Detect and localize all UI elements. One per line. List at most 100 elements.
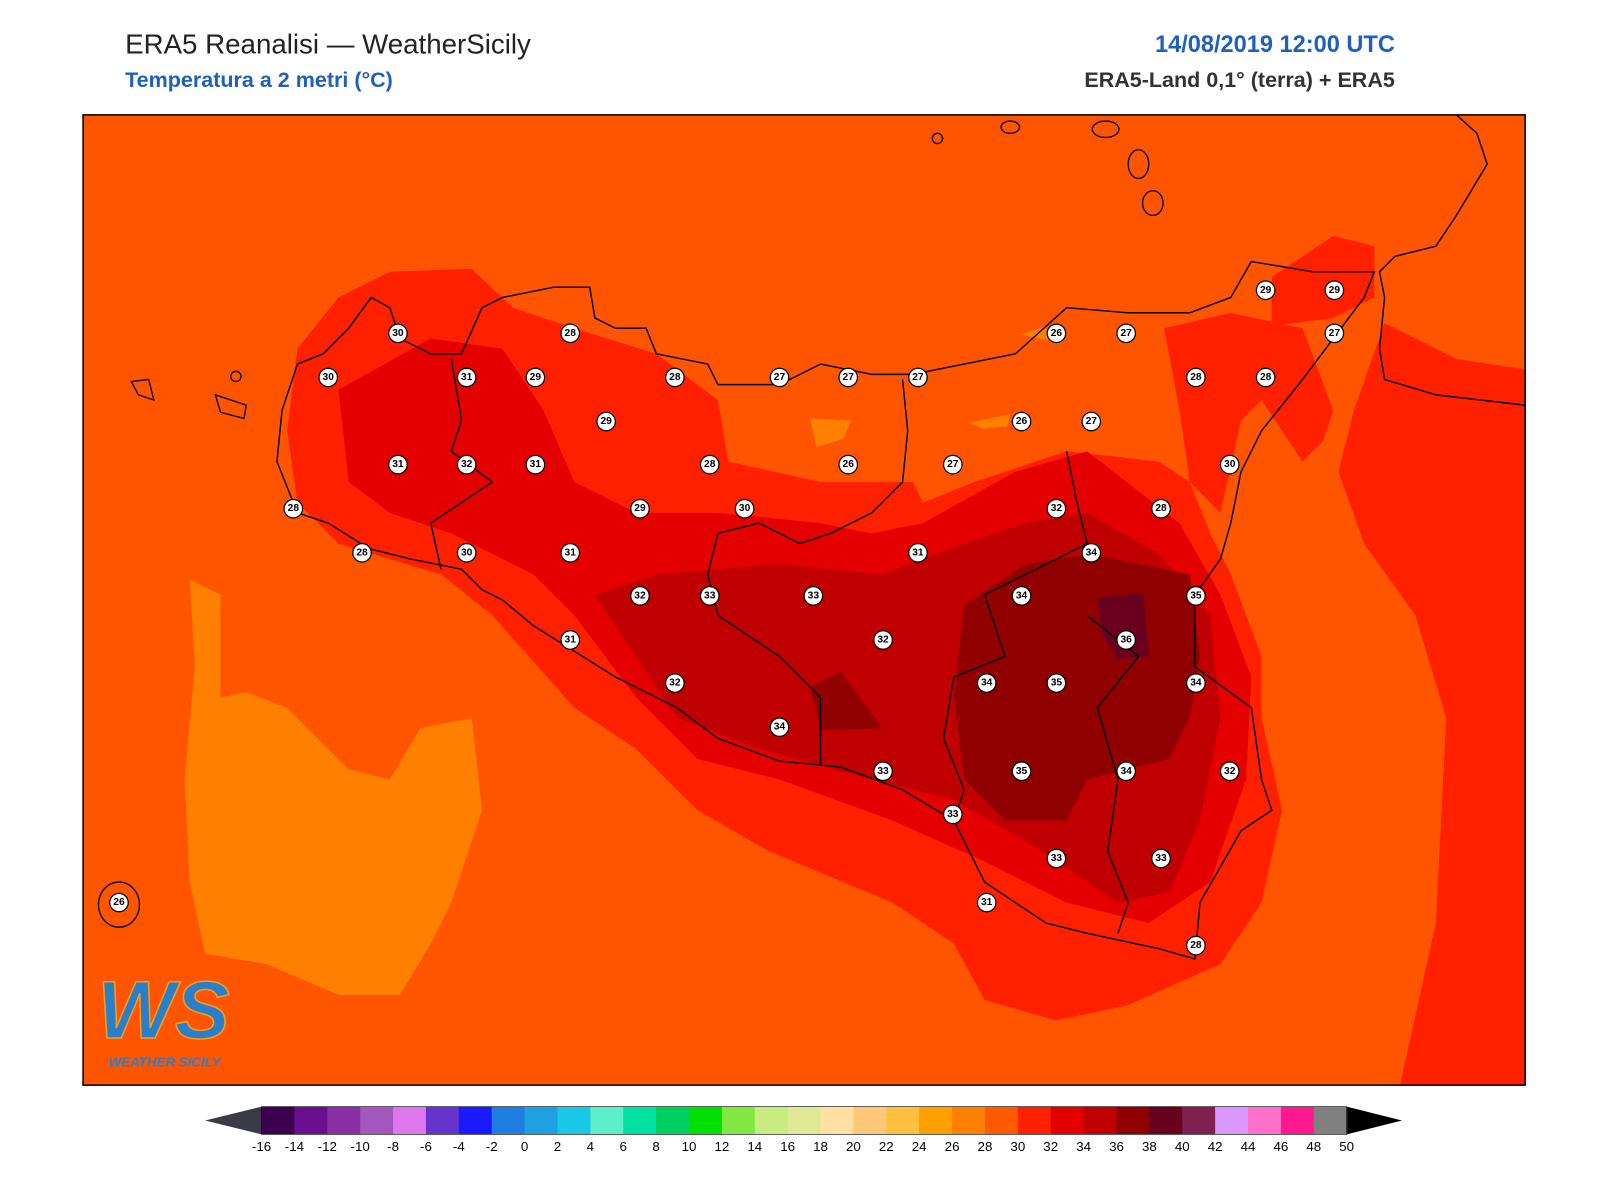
- colorbar-tick-label: 4: [587, 1139, 595, 1154]
- station-value: 30: [739, 503, 751, 514]
- station-value: 33: [1051, 853, 1063, 864]
- colorbar-tick-label: -4: [453, 1139, 465, 1154]
- station-value: 28: [669, 372, 681, 383]
- station-marker: [1046, 323, 1067, 344]
- station-marker: [769, 367, 790, 388]
- province-border: [1086, 614, 1140, 934]
- station-marker: [1011, 761, 1032, 782]
- station-value: 28: [565, 328, 577, 339]
- station-value: 28: [288, 503, 300, 514]
- station-marker: [560, 542, 581, 563]
- station-marker: [1151, 848, 1171, 869]
- station-value: 27: [1086, 416, 1098, 427]
- colorbar-tick-label: 6: [620, 1139, 627, 1154]
- colorbar-band: [261, 1106, 295, 1135]
- colorbar-band: [787, 1106, 822, 1135]
- colorbar-under: [205, 1106, 262, 1135]
- station-value: 28: [1155, 503, 1167, 514]
- title: ERA5 Reanalisi — WeatherSicily: [125, 29, 531, 60]
- station-value: 33: [877, 766, 889, 777]
- colorbar-tick-label: -12: [318, 1139, 337, 1154]
- station-value: 30: [323, 372, 335, 383]
- colorbar-tick-label: 42: [1208, 1139, 1223, 1154]
- station-value: 35: [1051, 678, 1063, 689]
- station-marker: [1116, 323, 1136, 344]
- station-value: 27: [774, 372, 786, 383]
- colorbar-tick-label: 22: [879, 1139, 894, 1154]
- island: [1127, 149, 1150, 180]
- station-marker: [1186, 935, 1206, 956]
- colorbar-band: [1149, 1106, 1183, 1135]
- station-value: 32: [1224, 766, 1236, 777]
- station-value: 28: [704, 459, 716, 470]
- station-marker: [560, 323, 581, 344]
- station-value: 29: [530, 372, 542, 383]
- station-value: 35: [1190, 590, 1202, 601]
- colorbar-tick-label: -8: [387, 1139, 399, 1154]
- station-marker: [525, 454, 546, 475]
- logo: WS WEATHER SICILY: [97, 964, 231, 1070]
- station-value: 29: [1329, 285, 1341, 296]
- station-marker: [873, 761, 893, 782]
- station-marker: [908, 367, 928, 388]
- colorbar-tick-label: 50: [1339, 1139, 1354, 1154]
- station-value: 34: [1190, 678, 1202, 689]
- subtitle: Temperatura a 2 metri (°C): [125, 68, 393, 92]
- colorbar-tick-label: 44: [1241, 1139, 1256, 1154]
- colorbar-tick-label: -14: [285, 1139, 305, 1154]
- station-marker: [1255, 367, 1276, 388]
- station-marker: [630, 586, 650, 606]
- station-value: 26: [843, 459, 855, 470]
- island: [1141, 190, 1164, 217]
- colorbar-tick-label: 18: [813, 1139, 828, 1154]
- station-marker: [665, 367, 685, 388]
- colorbar-band: [1182, 1106, 1216, 1135]
- colorbar-band: [853, 1106, 887, 1135]
- station-marker: [803, 586, 824, 606]
- colorbar-band: [491, 1106, 526, 1135]
- station-marker: [352, 542, 372, 563]
- station-marker: [1011, 411, 1032, 432]
- colorbar: -16 -14 -12 -10 -8 -6 -4 -2 0 2 4 6 8 10 12 14 16 18 20 22 2…: [205, 1106, 1403, 1154]
- colorbar-tick-label: -2: [486, 1139, 498, 1154]
- province-border: [942, 451, 1088, 821]
- colorbar-band: [360, 1106, 394, 1135]
- station-value: 30: [1224, 459, 1236, 470]
- colorbar-tick-label: 8: [652, 1139, 659, 1154]
- station-marker: [665, 673, 685, 693]
- station-value: 26: [1016, 416, 1028, 427]
- colorbar-tick-label: 38: [1142, 1139, 1157, 1154]
- colorbar-band: [557, 1106, 591, 1135]
- colorbar-tick-label: 0: [521, 1139, 528, 1154]
- station-marker: [456, 454, 477, 475]
- pantelleria: [97, 881, 141, 928]
- station-value: 27: [1120, 328, 1132, 339]
- station-marker: [976, 673, 997, 693]
- station-value: 28: [356, 547, 368, 558]
- station-marker: [908, 542, 928, 563]
- province-border: [706, 379, 909, 765]
- station-value: 34: [981, 678, 993, 689]
- station-marker: [838, 454, 859, 475]
- station-value: 28: [1190, 372, 1202, 383]
- station-marker: [1219, 761, 1240, 782]
- station-marker: [318, 367, 339, 388]
- station-marker: [838, 367, 859, 388]
- station-value: 28: [1260, 372, 1272, 383]
- station-value: 33: [1155, 853, 1167, 864]
- station-marker: [560, 630, 581, 650]
- colorbar-tick-label: 14: [747, 1139, 762, 1154]
- station-value: 30: [461, 547, 473, 558]
- island: [230, 370, 242, 383]
- station-value: 33: [947, 809, 959, 820]
- station-value: 29: [600, 416, 612, 427]
- station-value: 32: [1051, 503, 1063, 514]
- source: ERA5-Land 0,1° (terra) + ERA5: [1084, 68, 1395, 92]
- station-value: 29: [1260, 285, 1272, 296]
- logo-text: WEATHER SICILY: [109, 1055, 222, 1070]
- field-26-28: [810, 418, 852, 448]
- station-marker: [525, 367, 546, 388]
- station-value: 27: [1329, 328, 1341, 339]
